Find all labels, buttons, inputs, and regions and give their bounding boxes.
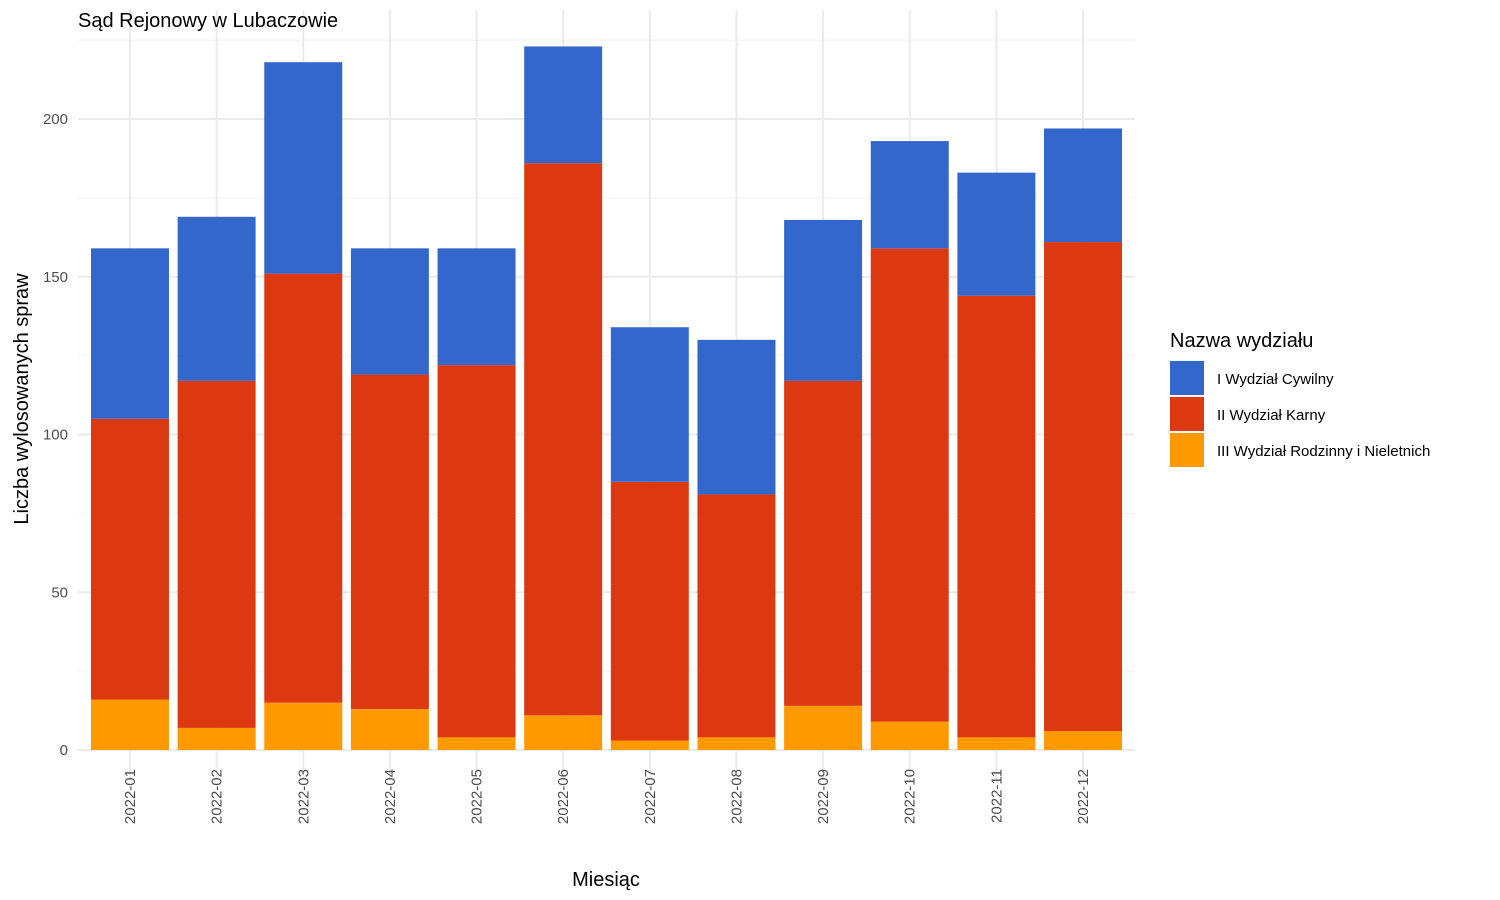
bar-segment [784, 380, 863, 706]
bar-segment [350, 248, 429, 375]
bar-segment [697, 737, 776, 750]
bar-segment [870, 141, 949, 249]
bar-segment [1044, 128, 1123, 243]
legend-label: II Wydział Karny [1217, 407, 1326, 424]
bar-segment [610, 740, 689, 750]
bars [90, 46, 1123, 750]
bar-segment [350, 374, 429, 709]
bar-segment [437, 365, 516, 738]
x-tick-label: 2022-03 [295, 769, 312, 824]
bar-segment [524, 715, 603, 750]
bar-segment [957, 737, 1036, 750]
x-tick-label: 2022-10 [902, 769, 919, 824]
bar-segment [177, 380, 256, 728]
x-tick-label: 2022-11 [988, 769, 1005, 823]
bar-segment [177, 727, 256, 750]
y-tick-label: 0 [60, 742, 68, 759]
x-tick-label: 2022-04 [382, 769, 399, 824]
x-axis-ticks: 2022-01 2022-02 2022-03 2022-04 2022-05 2022-… [122, 769, 1092, 824]
bar-segment [264, 702, 343, 750]
y-axis-ticks: 0 50 100 150 200 [43, 111, 68, 759]
bar-segment [697, 494, 776, 738]
x-tick-label: 2022-12 [1075, 769, 1092, 824]
legend-title: Nazwa wydziału [1170, 330, 1313, 352]
chart-title: Sąd Rejonowy w Lubaczowie [78, 10, 338, 32]
bar-segment [90, 418, 169, 700]
y-tick-label: 50 [51, 584, 68, 601]
legend-label: I Wydział Cywilny [1217, 371, 1334, 388]
bar-segment [784, 219, 863, 381]
x-tick-label: 2022-07 [642, 769, 659, 824]
x-tick-label: 2022-05 [469, 769, 486, 824]
x-tick-label: 2022-08 [728, 769, 745, 824]
bar-segment [784, 705, 863, 750]
bar-segment [264, 273, 343, 703]
bar-segment [1044, 731, 1123, 750]
bar-segment [90, 248, 169, 419]
bar-segment [524, 163, 603, 716]
x-tick-label: 2022-01 [122, 769, 139, 824]
bar-segment [870, 721, 949, 750]
y-tick-label: 150 [43, 269, 68, 286]
bar-segment [957, 295, 1036, 738]
y-tick-label: 200 [43, 111, 68, 128]
bar-segment [350, 708, 429, 750]
bar-segment [437, 248, 516, 366]
x-tick-label: 2022-09 [815, 769, 832, 824]
legend-swatch [1170, 397, 1204, 431]
x-axis-title: Miesiąc [572, 869, 640, 891]
bar-segment [957, 172, 1036, 296]
y-axis-title: Liczba wylosowanych spraw [11, 273, 33, 525]
bar-segment [437, 737, 516, 750]
bar-segment [697, 339, 776, 495]
bar-segment [610, 327, 689, 482]
bar-segment [177, 216, 256, 381]
bar-segment [610, 481, 689, 741]
legend: Nazwa wydziału I Wydział Cywilny II Wydzi… [1170, 330, 1430, 467]
bar-segment [870, 248, 949, 722]
bar-segment [524, 46, 603, 164]
y-tick-label: 100 [43, 427, 68, 444]
legend-label: III Wydział Rodzinny i Nieletnich [1217, 443, 1430, 460]
bar-segment [1044, 242, 1123, 732]
x-tick-label: 2022-06 [555, 769, 572, 824]
x-tick-label: 2022-02 [209, 769, 226, 824]
legend-swatch [1170, 433, 1204, 467]
bar-segment [90, 699, 169, 750]
legend-swatch [1170, 361, 1204, 395]
bar-segment [264, 62, 343, 274]
